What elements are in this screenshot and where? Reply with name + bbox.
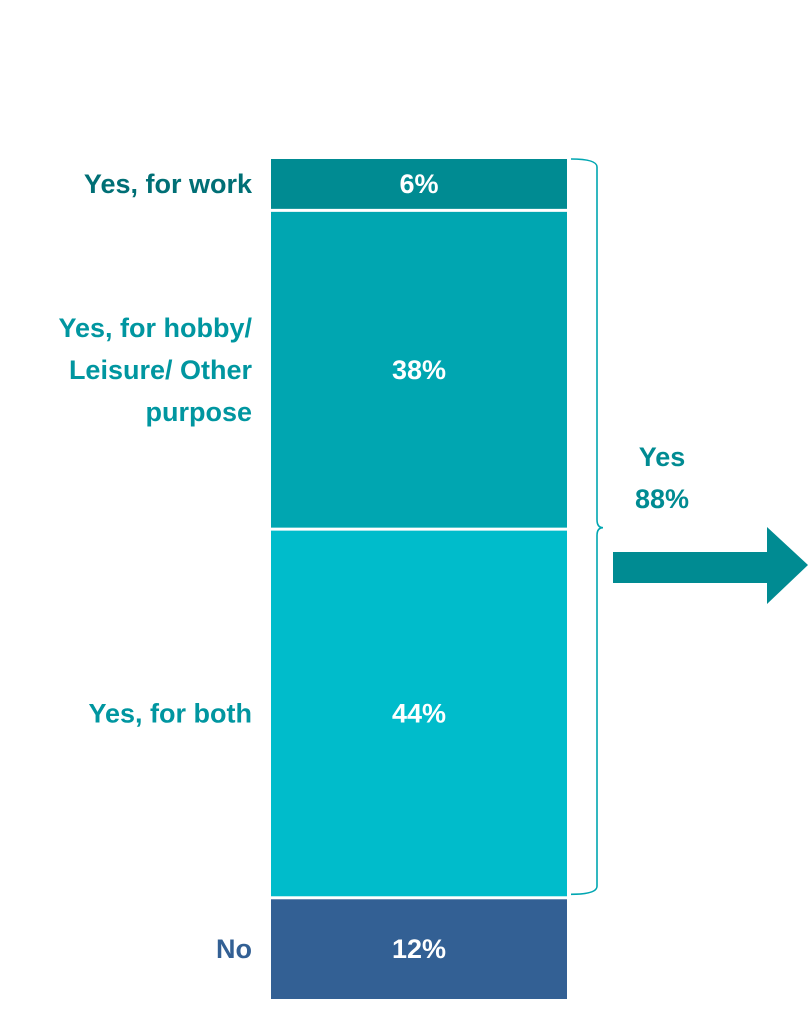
category-label: Yes, for both (88, 698, 252, 728)
bar-segment-yes-for-both (271, 530, 567, 897)
category-label: Yes, for work (84, 169, 253, 199)
bar-segment-no (271, 899, 567, 999)
category-label: No (216, 934, 252, 964)
segment-value-label: 12% (392, 934, 446, 964)
category-label: Leisure/ Other (69, 355, 253, 385)
segment-value-label: 6% (399, 169, 438, 199)
bar-segment-yes-for-work (271, 159, 567, 209)
yes-bracket (570, 158, 604, 896)
category-label: Yes, for hobby/ (58, 313, 252, 343)
arrow-icon (613, 527, 808, 604)
bar-segment-yes-for-hobby (271, 211, 567, 528)
segment-value-label: 44% (392, 698, 446, 728)
segment-value-label: 38% (392, 355, 446, 385)
summary-yes-label: Yes (639, 442, 686, 472)
category-label: purpose (145, 397, 252, 427)
summary-yes-value: 88% (635, 484, 689, 514)
